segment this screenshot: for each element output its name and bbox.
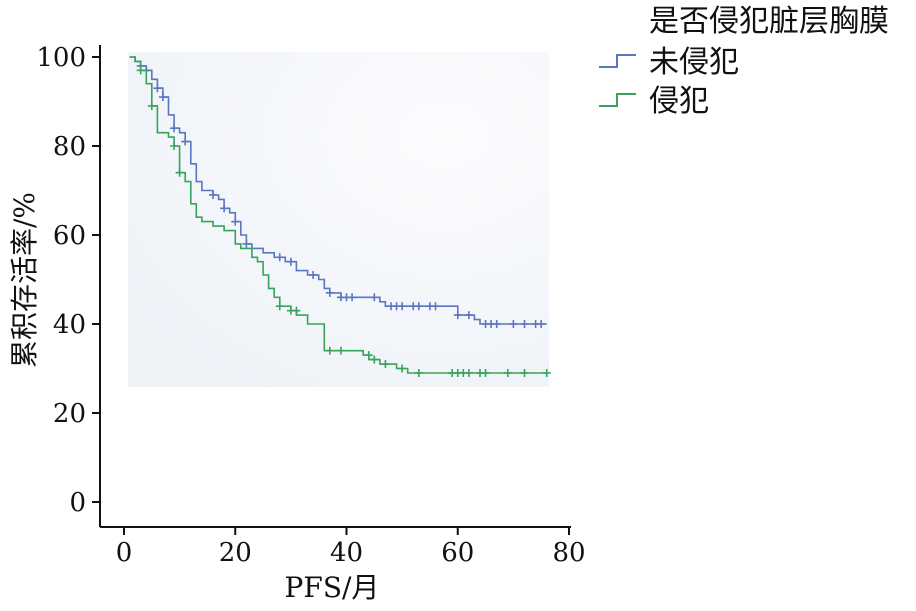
y-tick-label: 20: [53, 399, 86, 429]
censor-mark-0: [158, 93, 167, 102]
censor-mark-1: [364, 351, 373, 360]
legend-swatch-1: [599, 93, 636, 107]
x-tick-label: 80: [552, 538, 585, 568]
censor-mark-0: [181, 137, 190, 146]
censor-mark-1: [481, 368, 490, 377]
x-axis-title: PFS/月: [285, 571, 380, 604]
censor-mark-0: [398, 302, 407, 311]
legend-label-0: 未侵犯: [649, 45, 739, 80]
y-axis-title: 累积存活率/%: [8, 192, 41, 368]
y-tick-label: 0: [69, 488, 86, 518]
censor-mark-0: [520, 320, 529, 328]
censor-mark-0: [286, 257, 295, 266]
y-tick-label: 40: [53, 310, 86, 340]
x-tick-label: 0: [116, 538, 133, 568]
censor-mark-0: [431, 302, 440, 311]
censor-mark-0: [242, 239, 251, 248]
censor-mark-0: [414, 302, 423, 311]
censor-mark-1: [464, 368, 473, 377]
censor-mark-0: [220, 204, 229, 213]
censor-mark-0: [464, 311, 473, 320]
legend-label-1: 侵犯: [649, 84, 709, 119]
y-tick-label: 60: [53, 221, 86, 251]
censor-mark-1: [275, 302, 284, 311]
censor-mark-1: [292, 306, 301, 315]
censor-mark-0: [170, 124, 179, 133]
censor-mark-1: [520, 368, 529, 377]
censor-mark-0: [153, 84, 162, 93]
censor-mark-1: [414, 368, 423, 377]
y-tick-label: 80: [53, 132, 86, 162]
censor-mark-1: [381, 360, 390, 369]
censor-mark-0: [309, 271, 318, 280]
censor-mark-1: [542, 368, 551, 377]
censor-mark-1: [325, 346, 334, 355]
x-tick-label: 20: [219, 538, 252, 568]
legend-swatch-0: [599, 54, 636, 68]
censor-mark-0: [509, 320, 518, 328]
legend-title: 是否侵犯脏层胸膜: [649, 4, 889, 39]
censor-mark-1: [503, 368, 512, 377]
plot-background: [128, 52, 549, 387]
censor-mark-0: [231, 217, 240, 226]
censor-mark-0: [209, 190, 217, 199]
censor-mark-0: [453, 311, 462, 320]
censor-mark-1: [175, 168, 184, 177]
y-tick-label: 100: [36, 43, 86, 73]
censor-mark-1: [170, 142, 179, 150]
censor-mark-0: [275, 253, 284, 262]
x-tick-label: 60: [441, 538, 474, 568]
censor-mark-0: [537, 320, 546, 328]
censor-mark-0: [492, 320, 501, 328]
censor-mark-1: [136, 66, 145, 75]
censor-mark-1: [370, 355, 379, 364]
censor-mark-0: [370, 293, 379, 302]
censor-mark-1: [398, 364, 407, 373]
censor-mark-0: [325, 288, 334, 297]
censor-mark-1: [147, 101, 156, 110]
censor-mark-0: [348, 293, 357, 302]
censor-mark-1: [336, 346, 345, 355]
x-tick-label: 40: [330, 538, 363, 568]
series-line-1: [129, 56, 547, 374]
